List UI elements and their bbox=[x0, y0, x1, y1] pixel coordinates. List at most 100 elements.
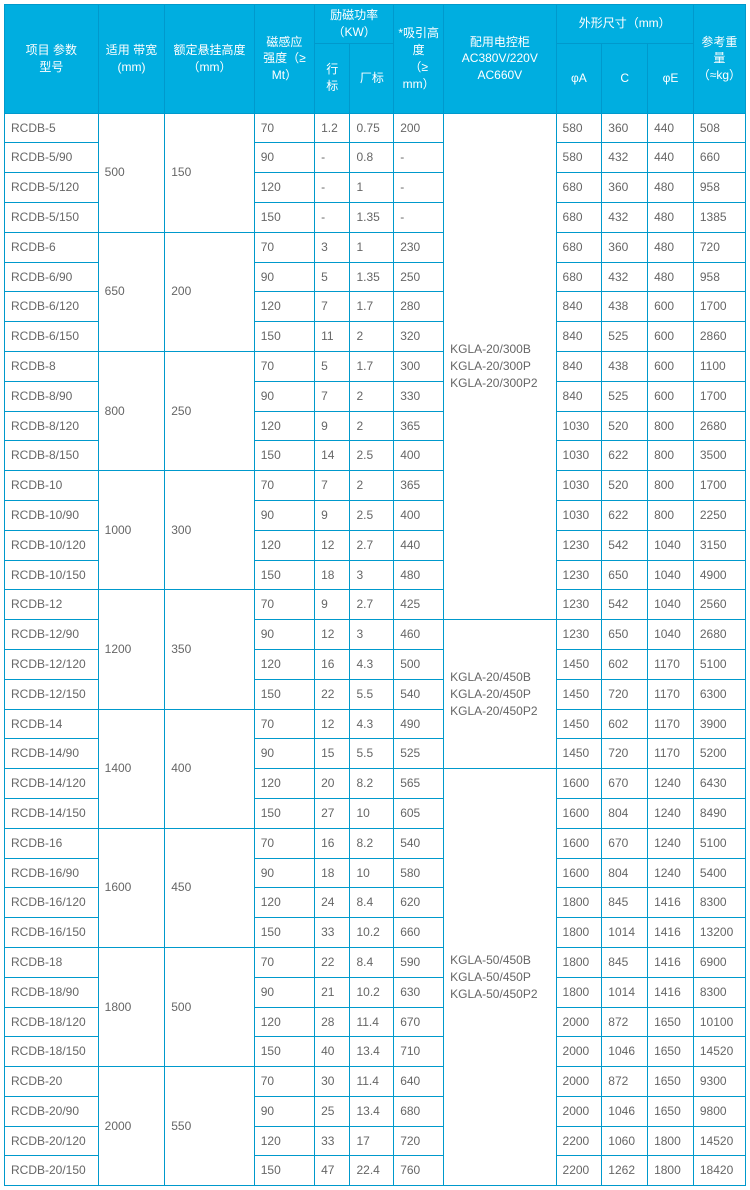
cell-att: 540 bbox=[394, 679, 444, 709]
cell-belt: 1600 bbox=[98, 828, 165, 947]
cell-mt: 90 bbox=[254, 381, 314, 411]
cell-att: - bbox=[394, 173, 444, 203]
hdr-model: 项目 参数型号 bbox=[5, 5, 99, 114]
cell-weight: 660 bbox=[693, 143, 745, 173]
cell-weight: 2860 bbox=[693, 322, 745, 352]
cell-mt: 70 bbox=[254, 232, 314, 262]
cell-weight: 3900 bbox=[693, 709, 745, 739]
cell-model: RCDB-16/120 bbox=[5, 888, 99, 918]
cell-pa: 12 bbox=[315, 709, 350, 739]
cell-dim-c: 1240 bbox=[648, 858, 694, 888]
cell-dim-c: 800 bbox=[648, 471, 694, 501]
table-header: 项目 参数型号 适用 带宽(mm) 额定悬挂高度（mm） 磁感应强度（≥Mt） … bbox=[5, 5, 746, 114]
cell-dim-a: 840 bbox=[556, 322, 602, 352]
cell-mt: 120 bbox=[254, 888, 314, 918]
cell-pa: 24 bbox=[315, 888, 350, 918]
cell-mt: 90 bbox=[254, 500, 314, 530]
cell-dim-a: 1800 bbox=[556, 888, 602, 918]
hdr-height: 额定悬挂高度（mm） bbox=[165, 5, 254, 114]
cell-dim-c: 440 bbox=[648, 143, 694, 173]
cell-pa: 18 bbox=[315, 560, 350, 590]
cell-pa: 18 bbox=[315, 858, 350, 888]
cell-dim-a: 580 bbox=[556, 143, 602, 173]
cell-model: RCDB-18 bbox=[5, 947, 99, 977]
cell-mt: 120 bbox=[254, 292, 314, 322]
cell-dim-a: 2200 bbox=[556, 1126, 602, 1156]
cell-dim-a: 1800 bbox=[556, 947, 602, 977]
cell-dim-a: 1600 bbox=[556, 828, 602, 858]
cell-dim-c: 1650 bbox=[648, 1037, 694, 1067]
cell-dim-c: 1416 bbox=[648, 977, 694, 1007]
cell-dim-b: 845 bbox=[602, 947, 648, 977]
cell-weight: 6300 bbox=[693, 679, 745, 709]
cell-pb: 8.4 bbox=[350, 947, 394, 977]
cell-att: 460 bbox=[394, 620, 444, 650]
cell-weight: 9300 bbox=[693, 1067, 745, 1097]
cell-weight: 1700 bbox=[693, 381, 745, 411]
table-row: RCDB-5500150701.20.75200KGLA-20/300BKGLA… bbox=[5, 113, 746, 143]
cell-att: 330 bbox=[394, 381, 444, 411]
cell-dim-a: 1030 bbox=[556, 500, 602, 530]
cell-mt: 90 bbox=[254, 739, 314, 769]
cell-weight: 720 bbox=[693, 232, 745, 262]
cell-pa: 12 bbox=[315, 620, 350, 650]
cell-dim-a: 840 bbox=[556, 292, 602, 322]
cell-pb: 1.7 bbox=[350, 351, 394, 381]
cell-att: 400 bbox=[394, 500, 444, 530]
cell-att: 710 bbox=[394, 1037, 444, 1067]
cell-mt: 150 bbox=[254, 202, 314, 232]
cell-att: 580 bbox=[394, 858, 444, 888]
cell-dim-c: 480 bbox=[648, 173, 694, 203]
cell-dim-b: 720 bbox=[602, 739, 648, 769]
hdr-dims: 外形尺寸（mm） bbox=[556, 5, 693, 44]
cell-dim-c: 1240 bbox=[648, 798, 694, 828]
cell-dim-a: 1800 bbox=[556, 977, 602, 1007]
cell-dim-a: 840 bbox=[556, 381, 602, 411]
cell-model: RCDB-12 bbox=[5, 590, 99, 620]
cell-dim-a: 2200 bbox=[556, 1156, 602, 1186]
cell-pa: 16 bbox=[315, 649, 350, 679]
cell-mt: 150 bbox=[254, 798, 314, 828]
cell-model: RCDB-20/90 bbox=[5, 1096, 99, 1126]
hdr-belt: 适用 带宽(mm) bbox=[98, 5, 165, 114]
cell-pa: 30 bbox=[315, 1067, 350, 1097]
cell-dim-c: 800 bbox=[648, 411, 694, 441]
cell-mt: 150 bbox=[254, 441, 314, 471]
cell-dim-b: 360 bbox=[602, 113, 648, 143]
cell-pb: 22.4 bbox=[350, 1156, 394, 1186]
cell-pb: 11.4 bbox=[350, 1067, 394, 1097]
cell-mt: 150 bbox=[254, 322, 314, 352]
cell-dim-b: 1060 bbox=[602, 1126, 648, 1156]
cell-dim-c: 1040 bbox=[648, 590, 694, 620]
cell-dim-b: 622 bbox=[602, 441, 648, 471]
cell-pb: 4.3 bbox=[350, 709, 394, 739]
cell-pa: 9 bbox=[315, 500, 350, 530]
cell-height: 300 bbox=[165, 471, 254, 590]
cell-dim-b: 520 bbox=[602, 471, 648, 501]
cell-mt: 70 bbox=[254, 947, 314, 977]
cell-cabinet: KGLA-50/450BKGLA-50/450PKGLA-50/450P2 bbox=[444, 769, 556, 1186]
cell-height: 550 bbox=[165, 1067, 254, 1186]
cell-model: RCDB-5/90 bbox=[5, 143, 99, 173]
cell-model: RCDB-16/90 bbox=[5, 858, 99, 888]
cell-pa: 28 bbox=[315, 1007, 350, 1037]
hdr-power-a: 行标 bbox=[315, 43, 350, 113]
cell-weight: 508 bbox=[693, 113, 745, 143]
cell-pb: 1.7 bbox=[350, 292, 394, 322]
hdr-dim-c: φE bbox=[648, 43, 694, 113]
cell-mt: 70 bbox=[254, 590, 314, 620]
cell-dim-b: 542 bbox=[602, 530, 648, 560]
cell-att: 500 bbox=[394, 649, 444, 679]
cell-pb: 4.3 bbox=[350, 649, 394, 679]
cell-dim-b: 438 bbox=[602, 351, 648, 381]
cell-weight: 14520 bbox=[693, 1126, 745, 1156]
cell-model: RCDB-10 bbox=[5, 471, 99, 501]
cell-dim-c: 1416 bbox=[648, 918, 694, 948]
table-row: RCDB-101000300707236510305208001700 bbox=[5, 471, 746, 501]
cell-mt: 90 bbox=[254, 977, 314, 1007]
cell-dim-b: 622 bbox=[602, 500, 648, 530]
cell-weight: 1100 bbox=[693, 351, 745, 381]
table-row: RCDB-16160045070168.2540160067012405100 bbox=[5, 828, 746, 858]
cell-pa: 1.2 bbox=[315, 113, 350, 143]
cell-model: RCDB-14/90 bbox=[5, 739, 99, 769]
